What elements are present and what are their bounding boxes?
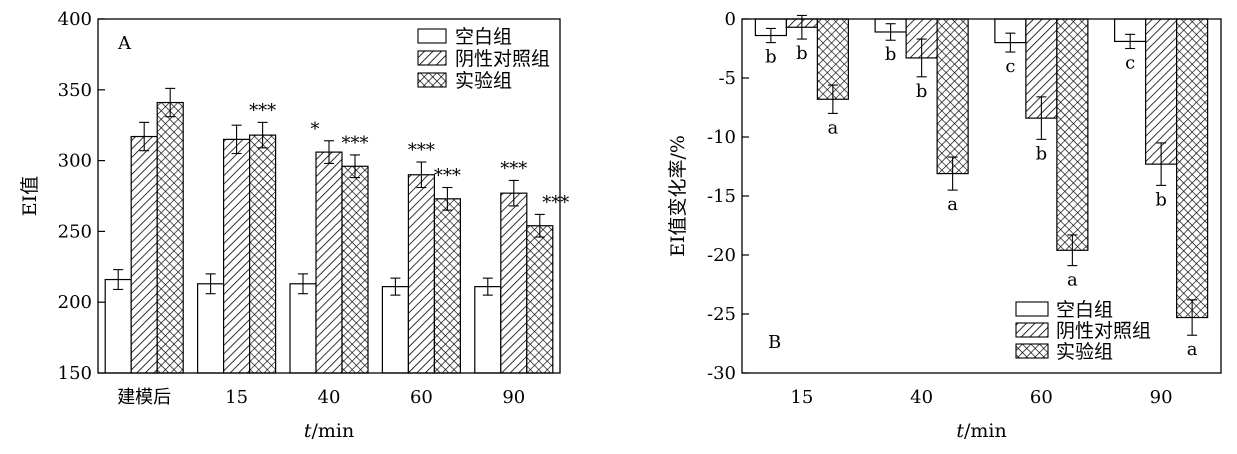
bar <box>156 101 184 374</box>
panel-a-chart: *******************150200250300350400建模后… <box>19 9 569 442</box>
bar <box>130 135 158 374</box>
legend-swatch <box>417 28 447 44</box>
legend-swatch <box>1015 301 1049 317</box>
x-tick-label: 60 <box>410 387 433 408</box>
significance-mark: * <box>311 119 320 140</box>
group-letter: a <box>828 117 839 138</box>
bar <box>433 198 461 374</box>
y-tick-label: 150 <box>58 363 92 384</box>
significance-mark: *** <box>542 192 569 213</box>
y-tick-label: 400 <box>58 9 92 30</box>
bar <box>104 278 132 374</box>
bar <box>407 174 435 374</box>
group-letter: b <box>1155 189 1167 210</box>
bar <box>341 165 369 374</box>
group-letter: b <box>885 44 897 65</box>
y-axis-title: EI值变化率/% <box>667 135 689 257</box>
x-axis-title-variable: t <box>304 420 312 442</box>
group-letter: b <box>1036 143 1048 164</box>
group-letter: b <box>765 47 777 68</box>
bar <box>1145 18 1178 165</box>
x-tick-label: 40 <box>318 387 341 408</box>
x-tick-label: 40 <box>910 387 933 408</box>
y-tick-label: -20 <box>707 245 736 266</box>
group-letter: c <box>1005 56 1015 77</box>
group-letter: b <box>796 43 808 64</box>
x-axis-title: t/min <box>956 420 1006 442</box>
y-tick-label: 300 <box>58 151 92 172</box>
legend-swatch <box>1015 322 1049 338</box>
bar <box>474 286 502 374</box>
group-letter: a <box>947 194 958 215</box>
bar <box>500 192 528 374</box>
group-letter: b <box>916 81 928 102</box>
x-axis-title: t/min <box>304 420 354 442</box>
legend-label: 阴性对照组 <box>1056 320 1151 342</box>
panel-label: B <box>768 332 781 353</box>
y-tick-label: -10 <box>707 127 736 148</box>
x-axis-title-unit: /min <box>964 420 1007 442</box>
y-tick-label: -15 <box>707 186 736 207</box>
group-letter: c <box>1125 53 1135 74</box>
x-tick-label: 15 <box>790 387 813 408</box>
bar <box>381 286 409 374</box>
x-tick-label: 15 <box>225 387 248 408</box>
y-axis-title: EI值 <box>19 176 41 216</box>
x-axis-title-unit: /min <box>311 420 354 442</box>
bar <box>1056 18 1089 251</box>
significance-mark: *** <box>500 158 527 179</box>
bar <box>315 151 343 374</box>
legend-label: 实验组 <box>455 70 512 92</box>
legend-label: 实验组 <box>1056 341 1113 363</box>
bar <box>1176 18 1209 319</box>
y-tick-label: -30 <box>707 363 736 384</box>
y-tick-label: 200 <box>58 292 92 313</box>
significance-mark: *** <box>408 140 435 161</box>
bar <box>223 138 251 374</box>
group-letter: a <box>1067 270 1078 291</box>
x-tick-label: 60 <box>1030 387 1053 408</box>
y-tick-label: 0 <box>725 9 736 30</box>
y-tick-label: -25 <box>707 304 736 325</box>
bar <box>197 283 225 374</box>
significance-mark: *** <box>249 100 276 121</box>
bar <box>526 225 554 374</box>
significance-mark: *** <box>342 133 369 154</box>
x-tick-label: 90 <box>502 387 525 408</box>
y-tick-label: -5 <box>718 68 736 89</box>
x-tick-label: 建模后 <box>117 387 171 408</box>
y-tick-label: 350 <box>58 80 92 101</box>
y-tick-label: 250 <box>58 221 92 242</box>
legend-label: 阴性对照组 <box>455 48 550 70</box>
group-letter: a <box>1187 339 1198 360</box>
panel-label: A <box>117 33 132 54</box>
legend-swatch <box>417 72 447 88</box>
bar <box>289 283 317 374</box>
x-tick-label: 90 <box>1150 387 1173 408</box>
x-axis-title-variable: t <box>956 420 964 442</box>
plot-frame <box>97 18 561 374</box>
legend-label: 空白组 <box>455 26 512 48</box>
significance-mark: *** <box>434 166 461 187</box>
legend-swatch <box>1015 343 1049 359</box>
legend-label: 空白组 <box>1056 299 1113 321</box>
legend-swatch <box>417 50 447 66</box>
bar <box>936 18 969 175</box>
bar <box>249 134 277 374</box>
